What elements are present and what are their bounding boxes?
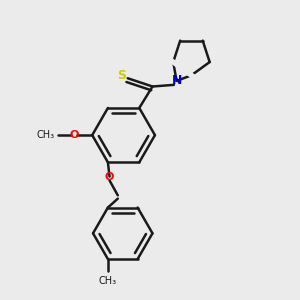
Text: S: S	[117, 69, 126, 82]
Text: N: N	[171, 74, 182, 87]
Text: O: O	[105, 172, 114, 182]
Text: CH₃: CH₃	[99, 276, 117, 286]
Text: CH₃: CH₃	[36, 130, 54, 140]
Text: O: O	[69, 130, 79, 140]
